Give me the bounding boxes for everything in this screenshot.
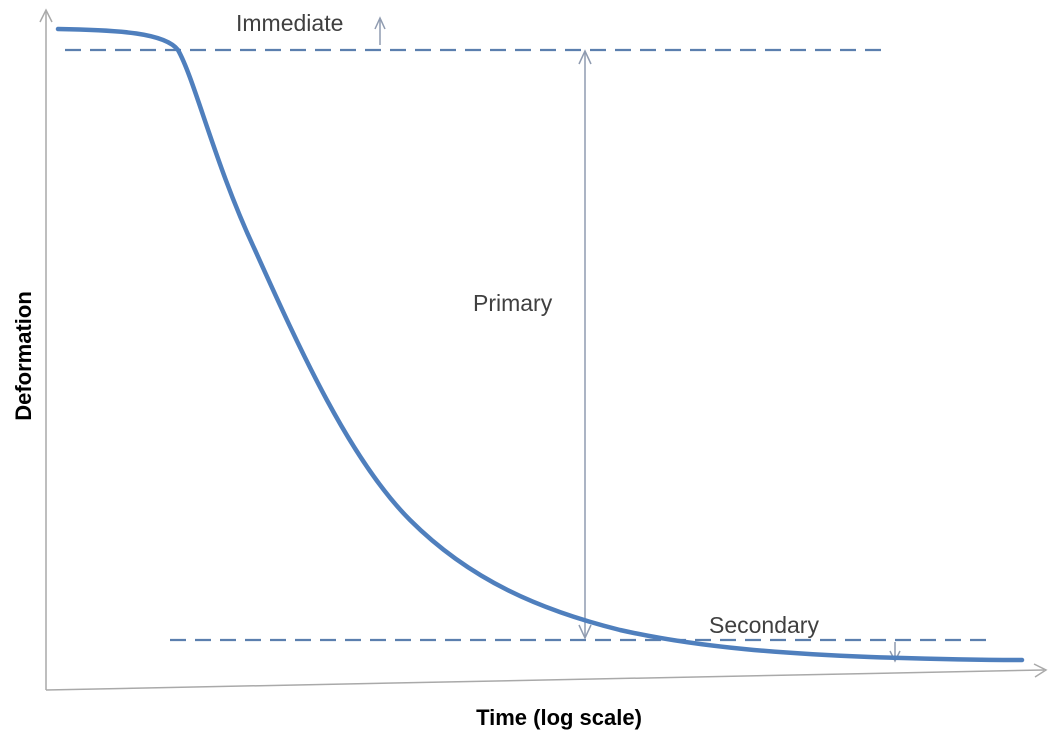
x-axis-title: Time (log scale): [476, 705, 642, 730]
immediate-arrowhead: [374, 16, 386, 30]
primary-arrowhead-bottom: [578, 624, 592, 640]
x-axis-arrowhead: [1033, 663, 1048, 678]
deformation-curve: [55, 26, 1025, 663]
x-axis: [45, 669, 1045, 691]
secondary-arrowhead: [889, 650, 901, 663]
primary-label: Primary: [473, 290, 553, 316]
y-axis-title: Deformation: [11, 291, 36, 421]
secondary-label: Secondary: [709, 612, 819, 638]
y-axis-arrowhead: [39, 8, 53, 23]
immediate-label: Immediate: [236, 10, 343, 36]
primary-arrowhead-top: [578, 49, 592, 65]
